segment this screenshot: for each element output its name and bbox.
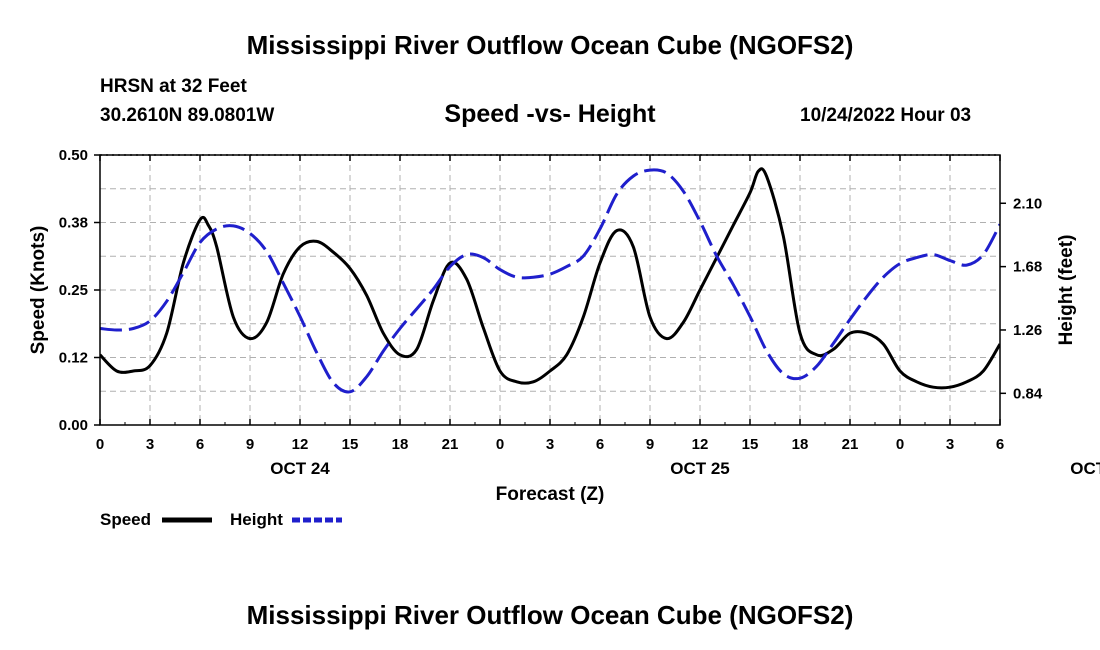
x-tick-label: 3: [946, 436, 954, 453]
x-tick-label: 9: [646, 436, 654, 453]
series-layer: [100, 167, 1000, 394]
y-right-tick-label: 1.68: [1013, 259, 1042, 276]
speed-series-line: [100, 167, 1000, 390]
x-tick-label: 15: [742, 436, 759, 453]
y-right-tick-label: 0.84: [1013, 385, 1043, 402]
x-tick-label: 0: [96, 436, 104, 453]
x-tick-label: 3: [146, 436, 154, 453]
station-label: HRSN at 32 Feet: [100, 76, 247, 97]
x-tick-label: 21: [442, 436, 459, 453]
x-tick-label: 12: [292, 436, 309, 453]
y-left-tick-label: 0.50: [59, 147, 88, 164]
date-label: OCT 26: [1070, 459, 1100, 478]
height-series-line: [100, 168, 1000, 394]
x-tick-label: 18: [792, 436, 809, 453]
y-right-tick-label: 1.26: [1013, 322, 1042, 339]
chart-title-repeat: Mississippi River Outflow Ocean Cube (NG…: [246, 600, 854, 630]
date-label: OCT 25: [670, 459, 730, 478]
x-tick-label: 0: [496, 436, 504, 453]
y-right-axis-title: Height (feet): [1056, 235, 1077, 346]
coordinates-label: 30.2610N 89.0801W: [100, 105, 275, 126]
x-tick-label: 15: [342, 436, 359, 453]
chart-title: Mississippi River Outflow Ocean Cube (NG…: [246, 30, 854, 60]
tick-marks: [94, 154, 1006, 426]
x-tick-label: 3: [546, 436, 554, 453]
grid-lines: [100, 155, 1000, 425]
x-tick-label: 6: [596, 436, 604, 453]
date-label: OCT 24: [270, 459, 330, 478]
x-tick-label: 18: [392, 436, 409, 453]
y-left-tick-label: 0.12: [59, 350, 88, 367]
y-left-axis-title: Speed (Knots): [28, 226, 49, 355]
legend-speed-label: Speed: [100, 510, 152, 529]
y-right-tick-label: 2.10: [1013, 195, 1042, 212]
y-left-tick-label: 0.00: [59, 417, 88, 434]
x-tick-label: 21: [842, 436, 859, 453]
y-left-tick-label: 0.38: [59, 215, 88, 232]
x-axis-title: Forecast (Z): [496, 484, 605, 505]
legend-height-label: Height: [230, 510, 283, 529]
x-tick-label: 12: [692, 436, 709, 453]
y-left-tick-label: 0.25: [59, 282, 88, 299]
x-tick-label: 9: [246, 436, 254, 453]
axis-labels: 0 3 6 9 12 15 18 21 0 3 6 9 12 15 18 21 0 3 6 OCT 24 OCT 25 O…: [28, 147, 1100, 505]
x-tick-label: 6: [996, 436, 1004, 453]
x-tick-label: 6: [196, 436, 204, 453]
chart-subtitle: Speed -vs- Height: [444, 100, 656, 128]
datetime-label: 10/24/2022 Hour 03: [800, 105, 972, 126]
x-tick-label: 0: [896, 436, 904, 453]
